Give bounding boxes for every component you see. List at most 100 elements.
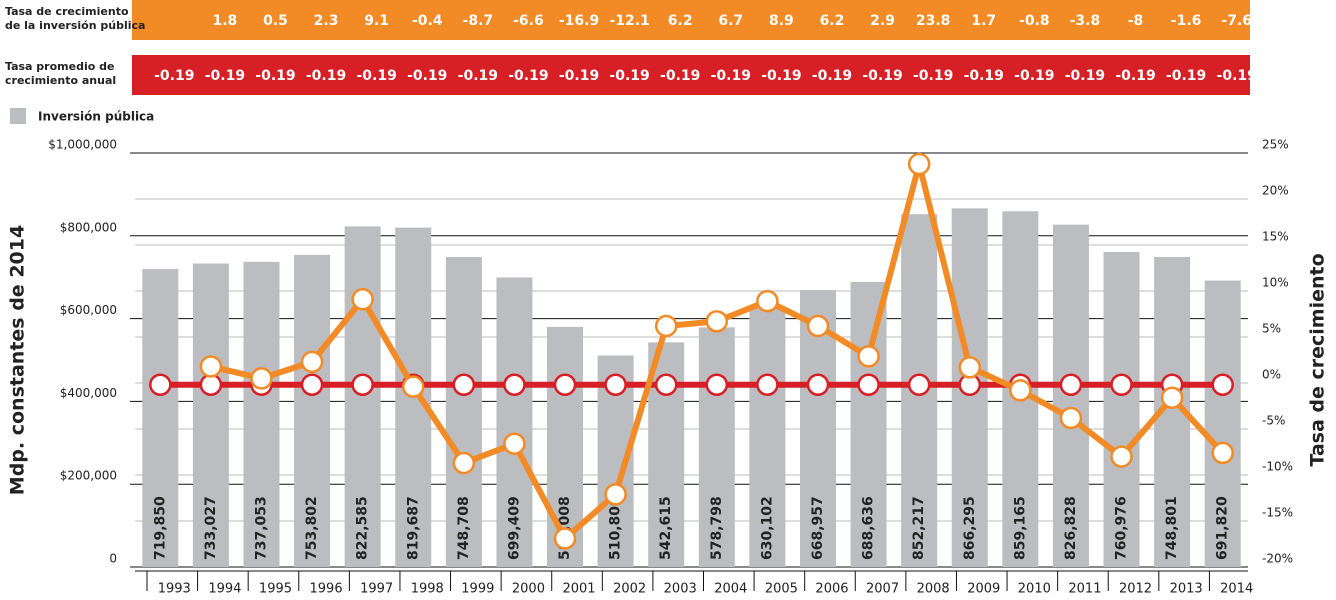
row-value: -0.19 — [508, 68, 548, 84]
row-value: -0.19 — [964, 68, 1004, 84]
x-tick-label: 2005 — [765, 582, 798, 597]
row-value: -0.19 — [255, 68, 295, 84]
line-marker — [402, 375, 425, 398]
row-label: Tasa de crecimiento de la inversión públi… — [5, 5, 145, 32]
line-marker — [705, 310, 729, 333]
line-marker — [1110, 373, 1133, 396]
row-value: -0.4 — [412, 13, 443, 29]
row-value: -0.19 — [761, 68, 801, 84]
line-marker — [806, 373, 830, 396]
legend-swatch — [10, 108, 26, 124]
x-tick-label: 1997 — [360, 582, 393, 597]
x-tick-label: 1995 — [259, 582, 292, 597]
row-value: 9.1 — [364, 13, 389, 29]
y2-tick-label: 5% — [1262, 322, 1281, 336]
row-value: -0.19 — [1166, 68, 1206, 84]
row-value: -0.19 — [660, 68, 700, 84]
line-marker — [553, 527, 577, 550]
bar-value-label: 699,409 — [506, 496, 522, 560]
x-tick-label: 1994 — [208, 582, 241, 597]
line-marker — [503, 432, 526, 455]
row-value: -0.19 — [407, 68, 447, 84]
table-band — [132, 0, 1250, 40]
row-value: -7.6 — [1221, 13, 1252, 29]
y-tick-label: $600,000 — [60, 303, 117, 317]
row-value: -0.19 — [1115, 68, 1155, 84]
line-marker — [756, 289, 779, 313]
bar-value-label: 733,027 — [203, 496, 219, 560]
line-marker — [857, 373, 880, 396]
row-value: 8.9 — [769, 13, 794, 29]
line-marker — [604, 483, 627, 506]
bar-value-label: 822,585 — [355, 496, 371, 560]
line-marker — [300, 350, 324, 374]
row-value: 6.2 — [668, 13, 693, 29]
row-value: 2.9 — [870, 13, 895, 29]
line-marker — [806, 314, 830, 338]
line-marker — [452, 451, 476, 475]
line-marker — [907, 373, 931, 396]
legend-label: Inversión pública — [38, 110, 154, 124]
y2-tick-label: 15% — [1262, 230, 1289, 244]
y-tick-label: $200,000 — [60, 469, 117, 483]
bar — [1103, 251, 1140, 567]
line-marker — [654, 314, 678, 338]
row-value: 0.5 — [263, 13, 288, 29]
x-tick-label: 2004 — [714, 582, 747, 597]
y2-tick-label: 20% — [1262, 184, 1289, 198]
y2-tick-label: -5% — [1262, 414, 1285, 428]
x-tick-label: 1996 — [310, 582, 343, 597]
row-value: -16.9 — [559, 13, 599, 29]
row-value: -0.19 — [458, 68, 498, 84]
row-value: -0.19 — [154, 68, 194, 84]
bar — [243, 261, 280, 567]
y2-tick-label: 0% — [1262, 368, 1281, 382]
line-marker — [907, 152, 931, 176]
line-marker — [1110, 445, 1133, 468]
line-marker — [149, 373, 172, 396]
line-marker — [351, 373, 374, 396]
bar-value-label: 859,165 — [1012, 496, 1028, 560]
x-tick-label: 2007 — [866, 582, 899, 597]
y2-tick-label: -20% — [1262, 552, 1293, 566]
row-value: -0.19 — [205, 68, 245, 84]
bar-value-label: 688,636 — [861, 496, 877, 560]
bar — [344, 226, 381, 567]
bar-value-label: 719,850 — [152, 496, 168, 560]
row-value: -0.19 — [356, 68, 396, 84]
bar — [496, 277, 533, 567]
x-tick-label: 2001 — [562, 582, 595, 597]
bar — [698, 327, 735, 567]
bar-value-label: 826,828 — [1063, 496, 1079, 560]
row-value: 6.2 — [820, 13, 845, 29]
bar-value-label: 630,102 — [759, 496, 775, 560]
line-marker — [654, 373, 678, 396]
row-value: 6.7 — [718, 13, 743, 29]
table-band — [132, 55, 1250, 95]
x-tick-label: 2012 — [1119, 582, 1152, 597]
y2-axis-label: Tasa de crecimiento — [1307, 253, 1329, 466]
bar — [749, 306, 786, 567]
x-tick-label: 1993 — [158, 582, 191, 597]
bar — [142, 268, 179, 567]
bar-value-label: 852,217 — [911, 496, 927, 560]
bar — [850, 281, 887, 567]
y2-tick-label: 25% — [1262, 138, 1289, 152]
row-value: -0.19 — [862, 68, 902, 84]
x-tick-label: 2008 — [917, 582, 950, 597]
bar — [445, 257, 482, 567]
line-marker — [756, 373, 779, 396]
bar-value-label: 748,708 — [456, 496, 472, 560]
bar-value-label: 819,687 — [405, 496, 421, 560]
row-value: -8 — [1128, 13, 1144, 29]
x-tick-label: 2013 — [1170, 582, 1203, 597]
bar — [192, 263, 229, 567]
bar — [294, 254, 331, 568]
row-value: -3.8 — [1070, 13, 1101, 29]
row-value: -1.6 — [1171, 13, 1202, 29]
x-tick-label: 1999 — [461, 582, 494, 597]
x-tick-label: 2006 — [815, 582, 848, 597]
row-value: -6.6 — [513, 13, 544, 29]
line-marker — [1211, 441, 1234, 465]
